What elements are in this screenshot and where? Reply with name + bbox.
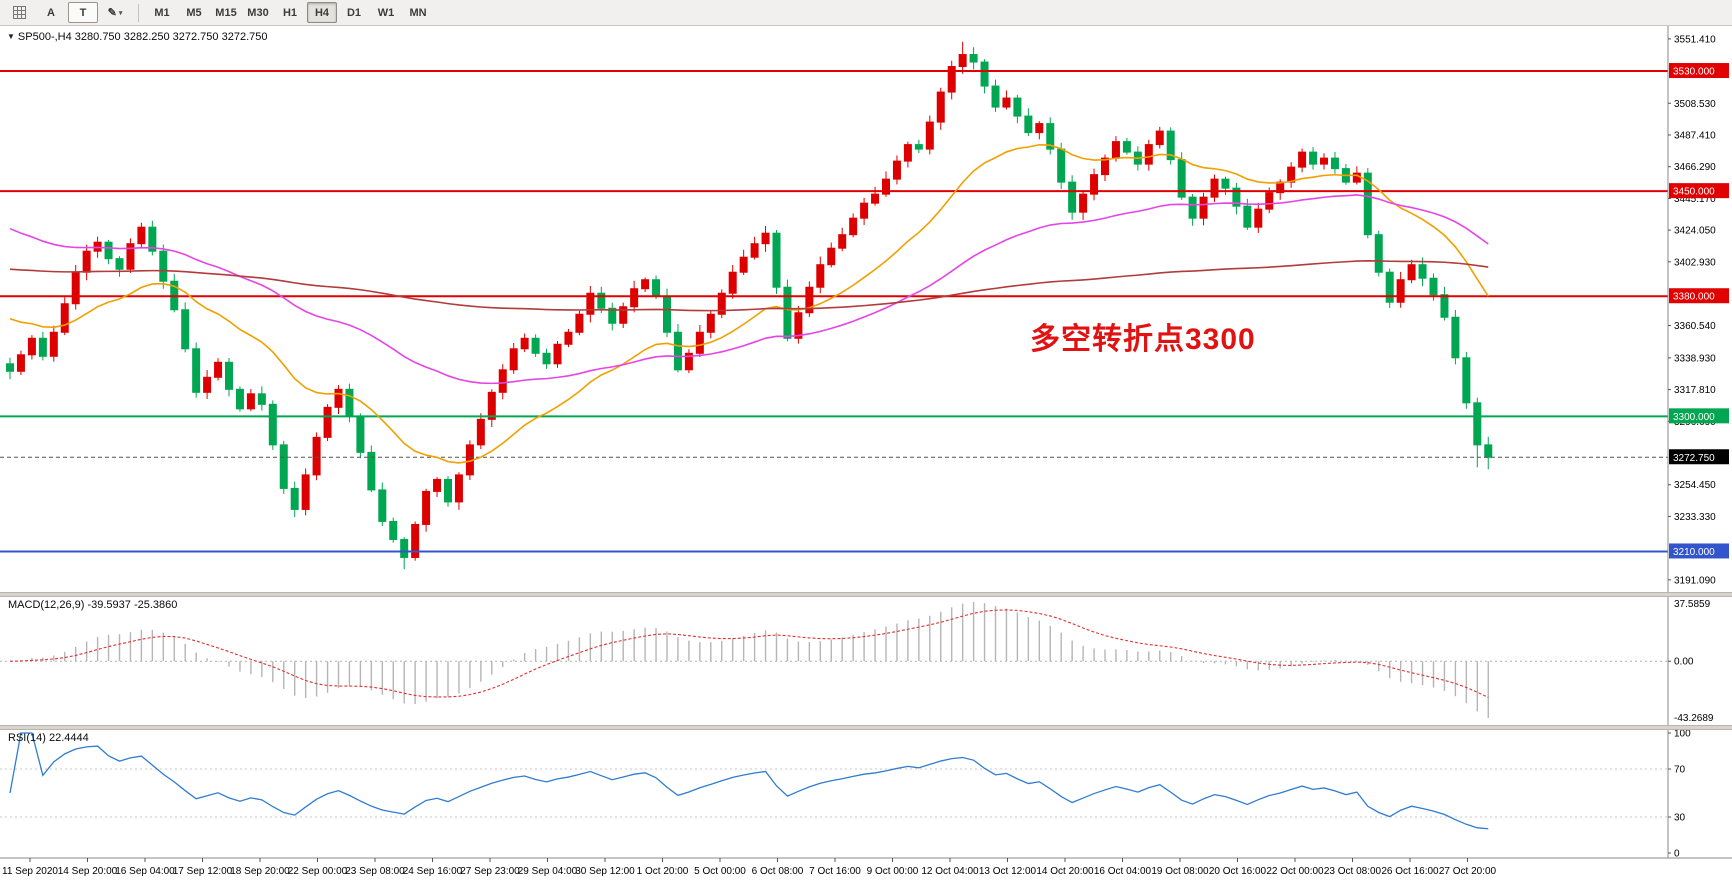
panel-splitter-rsi[interactable] (0, 725, 1732, 730)
price-level-label (1669, 63, 1729, 79)
price-level-label-text: 3450.000 (1673, 187, 1715, 198)
price-tick-label: 3445.170 (1674, 194, 1716, 205)
rsi-line (9, 732, 1489, 830)
timeframe-button-m15[interactable]: M15 (215, 6, 237, 19)
timeframe-button-d1[interactable]: D1 (346, 6, 362, 19)
symbol-ohlc-text: SP500-,H4 3280.750 3282.250 3272.750 327… (17, 31, 268, 43)
time-axis-label: 27 Sep 23:00 (460, 866, 520, 877)
rsi-axis-label: 70 (1674, 765, 1686, 776)
ma-slow-line (9, 260, 1489, 312)
text-tool-button[interactable]: T (68, 2, 98, 23)
time-axis-label: 17 Sep 12:00 (173, 866, 233, 877)
price-tick-label: 3487.410 (1674, 130, 1716, 141)
time-axis-label: 1 Oct 20:00 (637, 866, 689, 877)
collapse-triangle-icon[interactable]: ▼ (7, 32, 15, 41)
timeframe-button-mn[interactable]: MN (409, 6, 427, 19)
timeframe-button-w1[interactable]: W1 (377, 6, 395, 19)
rsi-axis-label: 30 (1674, 813, 1686, 824)
macd-histogram (20, 601, 1489, 719)
price-tick-label: 3508.530 (1674, 99, 1716, 110)
price-tick-label: 3254.450 (1674, 480, 1716, 491)
macd-indicator-label: MACD(12,26,9) -39.5937 -25.3860 (8, 599, 178, 611)
time-axis-label: 22 Sep 00:00 (288, 866, 348, 877)
price-level-label (1669, 288, 1729, 304)
price-level-label (1669, 408, 1729, 424)
time-axis-label: 9 Oct 00:00 (867, 866, 919, 877)
price-tick-label: 3551.410 (1674, 34, 1716, 45)
price-level-label-text: 3530.000 (1673, 67, 1715, 78)
time-axis-label: 13 Oct 12:00 (979, 866, 1037, 877)
time-axis-label: 27 Oct 20:00 (1439, 866, 1497, 877)
price-tick-label: 3338.930 (1674, 353, 1716, 364)
time-axis-label: 20 Oct 16:00 (1209, 866, 1267, 877)
current-price-label (1669, 449, 1729, 465)
time-axis-label: 5 Oct 00:00 (694, 866, 746, 877)
time-axis-label: 11 Sep 2020 (2, 866, 58, 877)
time-axis-label: 23 Oct 08:00 (1324, 866, 1382, 877)
time-axis-label: 26 Oct 16:00 (1381, 866, 1439, 877)
time-axis-label: 16 Oct 04:00 (1094, 866, 1152, 877)
macd-axis-label: -43.2689 (1674, 713, 1714, 724)
panel-splitter-macd[interactable] (0, 592, 1732, 597)
timeframe-button-m5[interactable]: M5 (186, 6, 202, 19)
toolbar: A T ✎ ▾ M1 M5 M15 M30 H1 H4 D1 W1 MN (0, 0, 1732, 26)
time-axis-label: 12 Oct 04:00 (921, 866, 979, 877)
symbol-ohlc-header: ▼ SP500-,H4 3280.750 3282.250 3272.750 32… (7, 31, 267, 43)
grid-icon (12, 6, 26, 19)
toolbar-tools: A T ✎ ▾ (4, 2, 130, 23)
price-tick-label: 3233.330 (1674, 512, 1716, 523)
horizontal-levels[interactable] (0, 70, 1668, 553)
price-level-label (1669, 183, 1729, 199)
timeframe-button-m1[interactable]: M1 (154, 6, 170, 19)
candlestick-series (6, 41, 1493, 570)
timeframe-button-h1[interactable]: H1 (282, 6, 298, 19)
rsi-indicator-label: RSI(14) 22.4444 (8, 732, 89, 744)
ma-mid-line (9, 194, 1489, 385)
price-level-label-text: 3210.000 (1673, 547, 1715, 558)
time-axis-label: 29 Sep 04:00 (518, 866, 578, 877)
price-tick-label: 3317.810 (1674, 385, 1716, 396)
current-price-label-text: 3272.750 (1673, 453, 1715, 464)
time-axis-label: 22 Oct 00:00 (1266, 866, 1324, 877)
price-tick-label: 3402.930 (1674, 257, 1716, 268)
dropdown-arrow-icon: ▾ (118, 9, 123, 17)
price-tick-label: 3466.290 (1674, 162, 1716, 173)
timeframe-button-h4[interactable]: H4 (307, 2, 337, 23)
chart-annotation-text[interactable]: 多空转折点3300 (1030, 323, 1256, 356)
macd-axis-label: 37.5859 (1674, 599, 1711, 610)
chart-grid-button[interactable] (4, 2, 34, 23)
price-tick-label: 3424.050 (1674, 226, 1716, 237)
time-axis-label: 19 Oct 08:00 (1151, 866, 1209, 877)
rsi-axis-label: 100 (1674, 729, 1691, 740)
rsi-axis-label: 0 (1674, 849, 1680, 860)
time-axis-label: 24 Sep 16:00 (403, 866, 463, 877)
macd-axis-label: 0.00 (1674, 657, 1694, 668)
time-axis-label: 23 Sep 08:00 (345, 866, 405, 877)
annotate-a-button[interactable]: A (47, 6, 55, 19)
time-axis-label: 7 Oct 16:00 (809, 866, 861, 877)
time-axis-label: 30 Sep 12:00 (575, 866, 635, 877)
timeframe-buttons: M1 M5 M15 M30 H1 H4 D1 W1 MN (147, 2, 433, 23)
price-level-label-text: 3380.000 (1673, 292, 1715, 303)
time-axis-label: 18 Sep 20:00 (230, 866, 290, 877)
ma-fast-line (9, 143, 1489, 464)
macd-signal-line (9, 609, 1489, 698)
time-axis-label: 14 Oct 20:00 (1036, 866, 1094, 877)
time-axis-label: 6 Oct 08:00 (752, 866, 804, 877)
draw-tool-button[interactable]: ✎ ▾ (107, 7, 123, 19)
toolbar-separator (138, 3, 139, 22)
price-level-label-text: 3300.000 (1673, 412, 1715, 423)
price-tick-label: 3191.090 (1674, 575, 1716, 586)
price-level-label (1669, 543, 1729, 559)
time-axis-label: 14 Sep 20:00 (58, 866, 118, 877)
timeframe-button-m30[interactable]: M30 (247, 6, 269, 19)
time-axis-label: 16 Sep 04:00 (115, 866, 175, 877)
price-tick-label: 3360.540 (1674, 321, 1716, 332)
